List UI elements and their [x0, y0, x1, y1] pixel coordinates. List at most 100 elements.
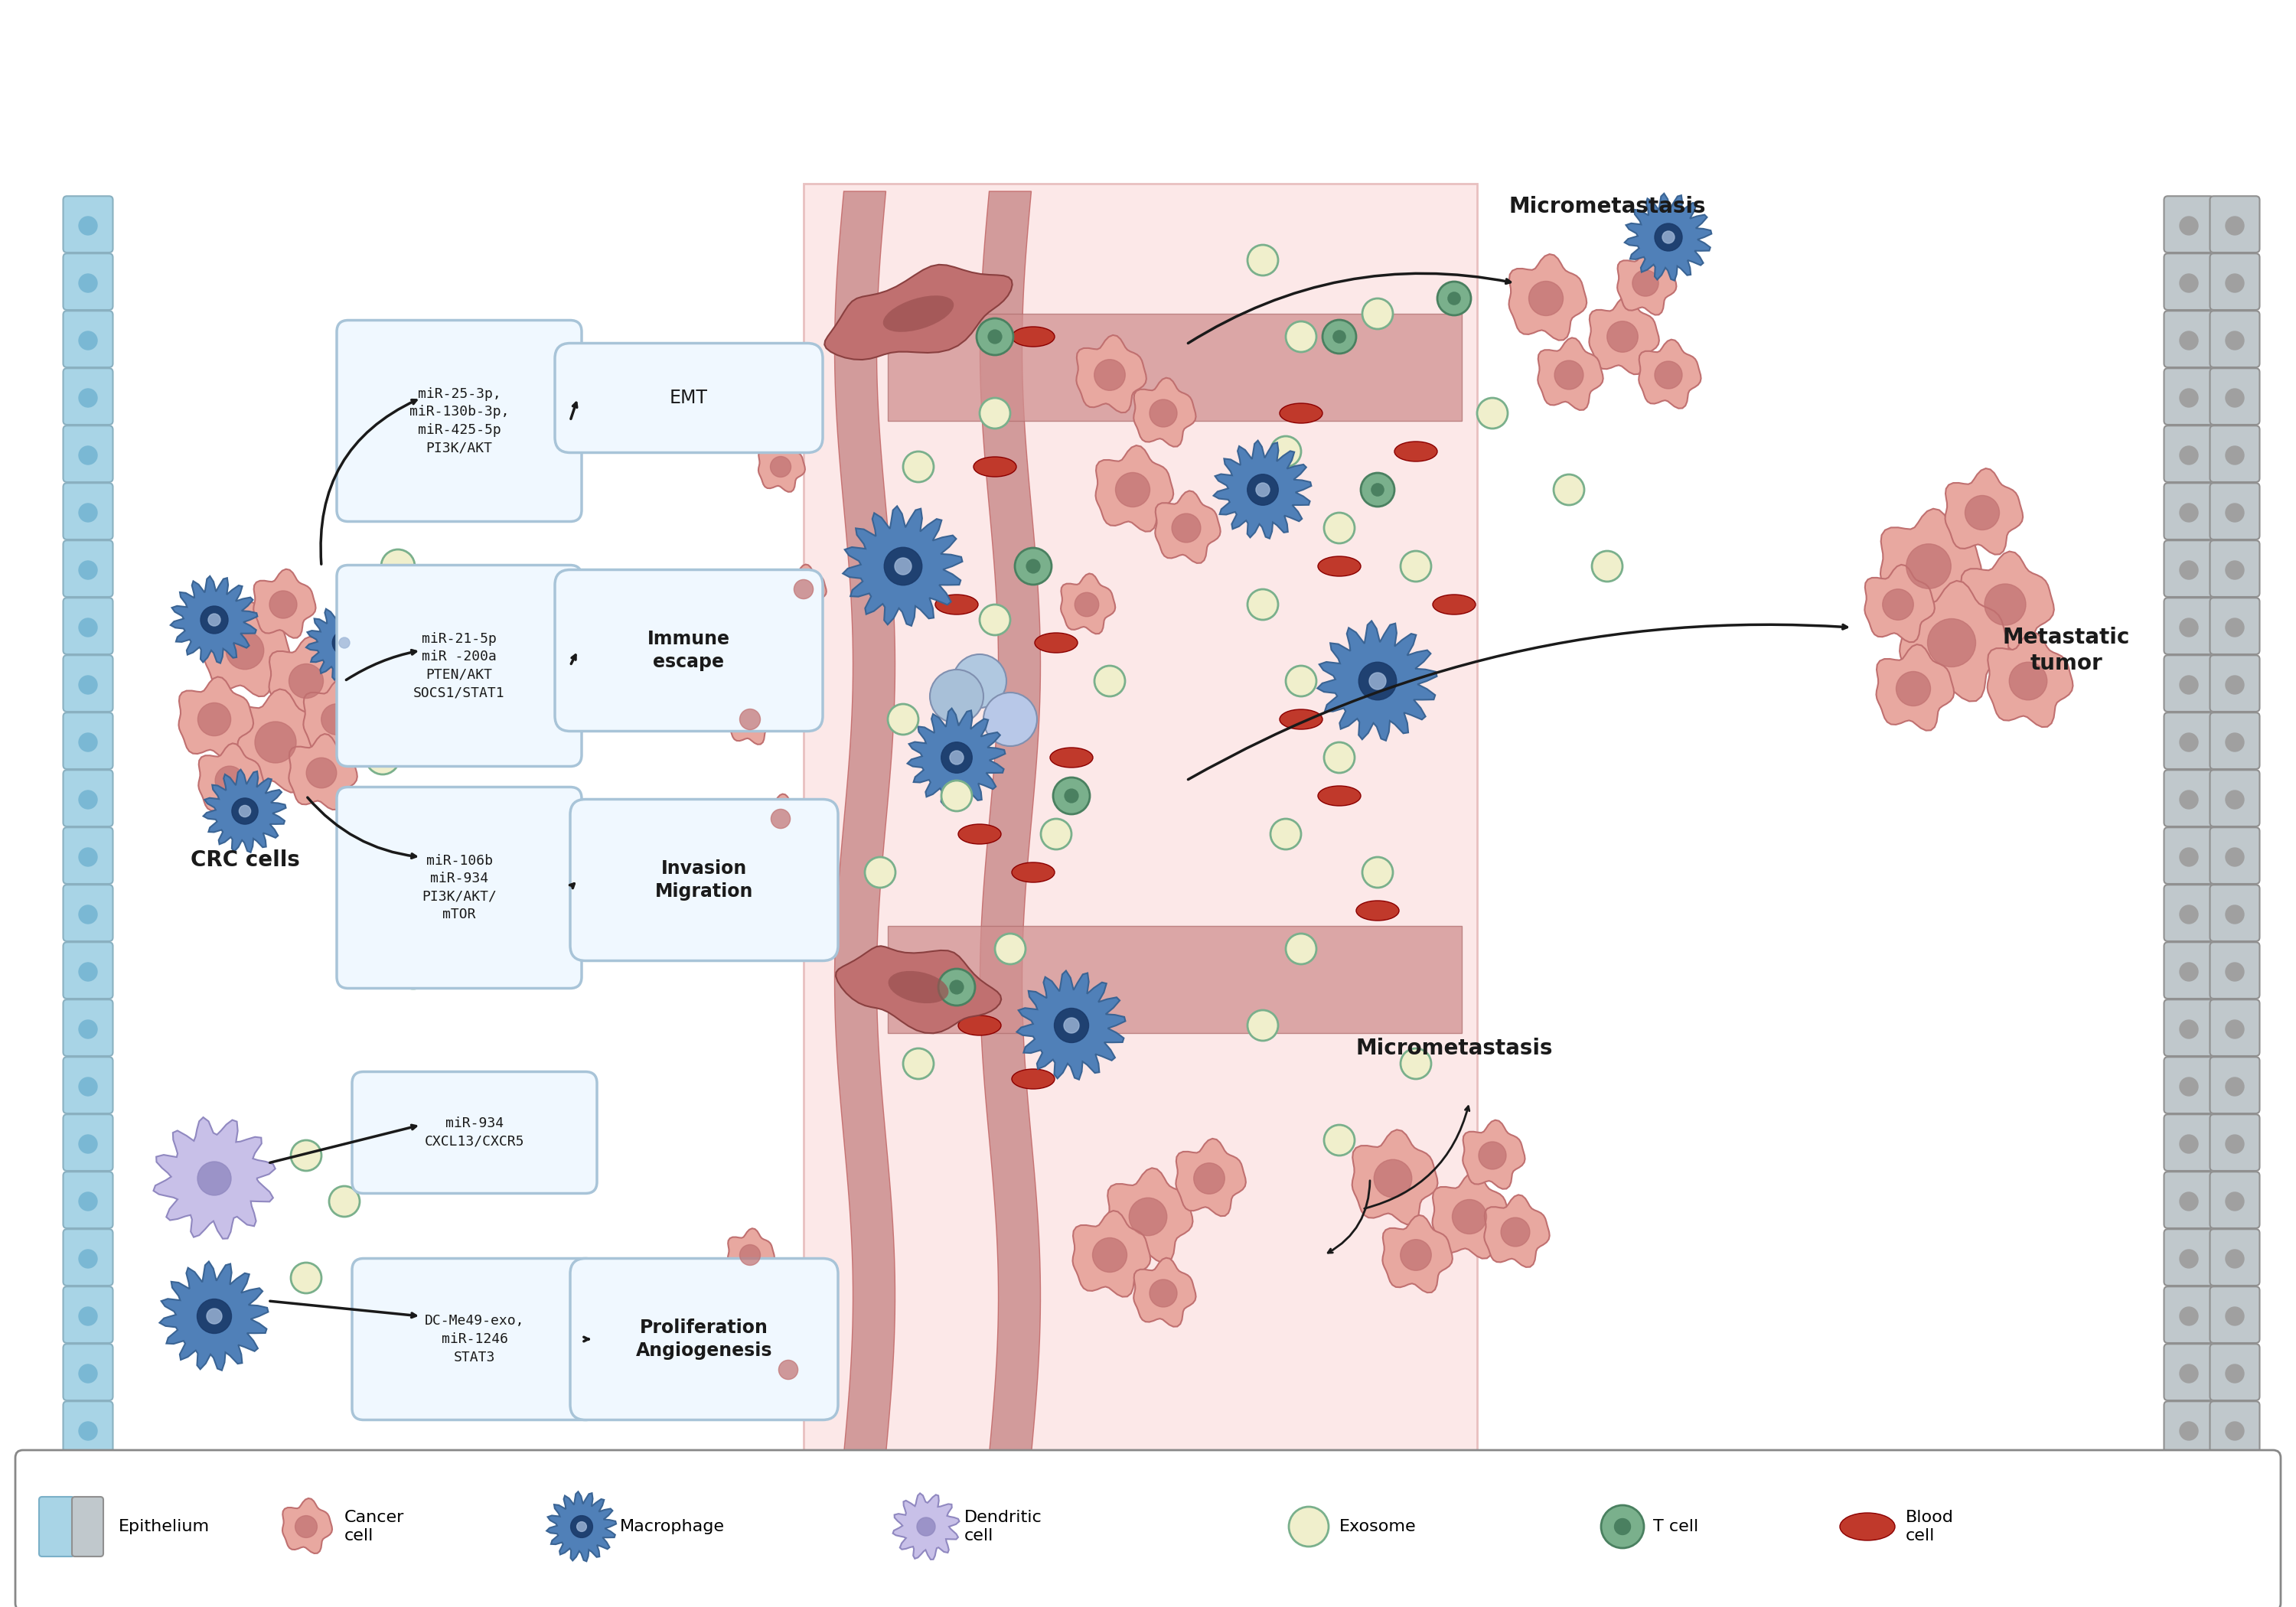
FancyBboxPatch shape	[2163, 828, 2213, 884]
Ellipse shape	[884, 296, 953, 333]
Circle shape	[2225, 1020, 2243, 1038]
Circle shape	[2225, 389, 2243, 407]
FancyBboxPatch shape	[2163, 426, 2213, 482]
Circle shape	[1965, 495, 2000, 530]
FancyBboxPatch shape	[62, 368, 113, 424]
Circle shape	[207, 1308, 223, 1324]
Circle shape	[771, 810, 790, 829]
Polygon shape	[1318, 620, 1437, 741]
Circle shape	[296, 1515, 317, 1538]
FancyBboxPatch shape	[569, 799, 838, 961]
FancyBboxPatch shape	[2209, 254, 2259, 310]
FancyBboxPatch shape	[2163, 1000, 2213, 1056]
FancyBboxPatch shape	[2163, 310, 2213, 368]
Circle shape	[1373, 1160, 1412, 1197]
Text: Blood
cell: Blood cell	[1906, 1511, 1954, 1543]
Circle shape	[328, 1186, 360, 1216]
FancyBboxPatch shape	[2209, 1229, 2259, 1286]
Circle shape	[2225, 447, 2243, 464]
Polygon shape	[1095, 445, 1173, 532]
Circle shape	[941, 781, 971, 812]
Ellipse shape	[1318, 556, 1362, 577]
Ellipse shape	[974, 456, 1017, 477]
Circle shape	[2179, 1364, 2197, 1382]
Circle shape	[1247, 1011, 1279, 1041]
Ellipse shape	[1279, 709, 1322, 730]
Circle shape	[2179, 273, 2197, 292]
FancyBboxPatch shape	[2209, 368, 2259, 424]
FancyBboxPatch shape	[338, 320, 581, 522]
Circle shape	[983, 693, 1038, 746]
Circle shape	[1655, 362, 1683, 389]
Circle shape	[1655, 223, 1683, 251]
Circle shape	[1401, 551, 1430, 582]
FancyBboxPatch shape	[2209, 1287, 2259, 1343]
Polygon shape	[980, 191, 1040, 1454]
Text: Epithelium: Epithelium	[119, 1519, 209, 1535]
Circle shape	[2179, 905, 2197, 924]
Text: Proliferation
Angiogenesis: Proliferation Angiogenesis	[636, 1319, 771, 1360]
Circle shape	[2179, 1250, 2197, 1268]
Text: miR-21-5p
miR -200a
PTEN/AKT
SOCS1/STAT1: miR-21-5p miR -200a PTEN/AKT SOCS1/STAT1	[413, 632, 505, 699]
Polygon shape	[824, 265, 1013, 360]
Circle shape	[239, 805, 250, 816]
Bar	[804, 183, 1476, 1469]
Polygon shape	[154, 1117, 276, 1239]
FancyBboxPatch shape	[2209, 540, 2259, 596]
FancyBboxPatch shape	[2163, 484, 2213, 540]
Circle shape	[572, 1515, 592, 1538]
FancyBboxPatch shape	[2163, 885, 2213, 942]
Circle shape	[292, 1263, 321, 1294]
Circle shape	[1662, 231, 1674, 243]
Circle shape	[1451, 1199, 1488, 1234]
FancyBboxPatch shape	[2163, 540, 2213, 596]
Polygon shape	[1382, 1215, 1453, 1292]
FancyBboxPatch shape	[2209, 1114, 2259, 1172]
Circle shape	[78, 963, 96, 980]
FancyBboxPatch shape	[62, 942, 113, 998]
FancyBboxPatch shape	[62, 1057, 113, 1114]
FancyBboxPatch shape	[2209, 598, 2259, 654]
Circle shape	[1332, 329, 1345, 344]
Circle shape	[1247, 244, 1279, 275]
Circle shape	[987, 329, 1003, 344]
Polygon shape	[1626, 193, 1711, 281]
Circle shape	[78, 1192, 96, 1210]
Circle shape	[78, 1306, 96, 1326]
FancyBboxPatch shape	[62, 656, 113, 712]
Circle shape	[930, 670, 983, 723]
Circle shape	[2225, 503, 2243, 522]
FancyBboxPatch shape	[62, 1229, 113, 1286]
Circle shape	[269, 591, 296, 619]
Circle shape	[404, 649, 439, 683]
Circle shape	[78, 791, 96, 808]
Circle shape	[2179, 503, 2197, 522]
Ellipse shape	[1049, 747, 1093, 768]
Polygon shape	[1880, 509, 1981, 620]
Circle shape	[1554, 360, 1584, 389]
Ellipse shape	[1035, 633, 1077, 652]
Circle shape	[78, 905, 96, 924]
Circle shape	[1247, 474, 1279, 505]
Circle shape	[1984, 583, 2025, 625]
Ellipse shape	[957, 824, 1001, 844]
Circle shape	[1015, 548, 1052, 585]
Circle shape	[78, 1135, 96, 1154]
Circle shape	[1479, 1141, 1506, 1170]
FancyBboxPatch shape	[62, 484, 113, 540]
Circle shape	[1194, 1163, 1224, 1194]
Circle shape	[1270, 820, 1302, 850]
FancyBboxPatch shape	[2163, 598, 2213, 654]
Circle shape	[2179, 1306, 2197, 1326]
FancyBboxPatch shape	[556, 570, 822, 731]
FancyBboxPatch shape	[338, 787, 581, 988]
Text: Micrometastasis: Micrometastasis	[1508, 196, 1706, 217]
Circle shape	[1446, 292, 1460, 305]
FancyBboxPatch shape	[2209, 1057, 2259, 1114]
FancyBboxPatch shape	[62, 1000, 113, 1056]
Circle shape	[78, 561, 96, 579]
FancyBboxPatch shape	[2209, 942, 2259, 998]
Circle shape	[2179, 848, 2197, 866]
Text: Immune
escape: Immune escape	[647, 630, 730, 672]
FancyBboxPatch shape	[62, 1287, 113, 1343]
